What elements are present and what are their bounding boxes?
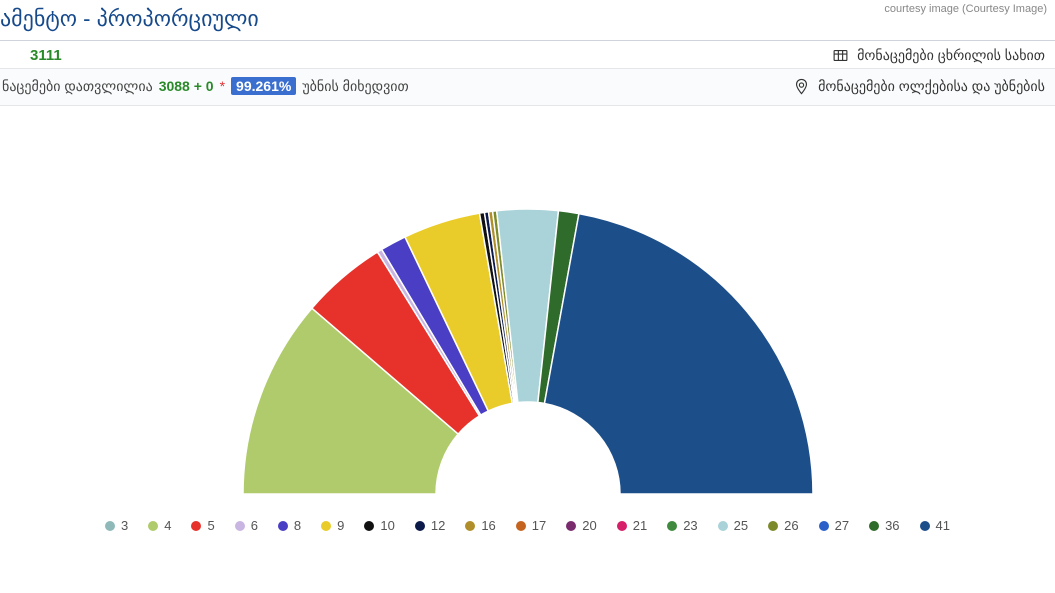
legend-label: 41 (936, 518, 950, 533)
legend-item-26[interactable]: 26 (768, 518, 798, 533)
legend-label: 20 (582, 518, 596, 533)
view-as-table-link[interactable]: მონაცემები ცხრილის სახით (832, 47, 1045, 64)
chart-legend: 3 4 5 6 8 9 10 12 16 17 20 21 23 25 26 27 36 41 (0, 504, 1055, 533)
legend-dot (148, 521, 158, 531)
legend-item-12[interactable]: 12 (415, 518, 445, 533)
legend-dot (364, 521, 374, 531)
legend-dot (920, 521, 930, 531)
counted-percent: 99.261% (231, 77, 296, 95)
legend-item-3[interactable]: 3 (105, 518, 128, 533)
legend-dot (465, 521, 475, 531)
total-count: 3111 (2, 47, 62, 64)
legend-label: 3 (121, 518, 128, 533)
legend-item-27[interactable]: 27 (819, 518, 849, 533)
legend-item-16[interactable]: 16 (465, 518, 495, 533)
legend-dot (235, 521, 245, 531)
table-icon (832, 47, 849, 64)
summary-row: 3111 მონაცემები ცხრილის სახით (0, 41, 1055, 68)
legend-item-8[interactable]: 8 (278, 518, 301, 533)
legend-dot (768, 521, 778, 531)
view-by-district-link[interactable]: მონაცემები ოლქებისა და უბნების (793, 78, 1045, 95)
legend-item-25[interactable]: 25 (718, 518, 748, 533)
legend-item-9[interactable]: 9 (321, 518, 344, 533)
legend-dot (321, 521, 331, 531)
legend-item-41[interactable]: 41 (920, 518, 950, 533)
legend-label: 9 (337, 518, 344, 533)
legend-label: 8 (294, 518, 301, 533)
legend-label: 16 (481, 518, 495, 533)
legend-dot (617, 521, 627, 531)
counted-value: 3088 + 0 (159, 78, 214, 94)
legend-dot (869, 521, 879, 531)
legend-dot (819, 521, 829, 531)
legend-label: 27 (835, 518, 849, 533)
legend-item-23[interactable]: 23 (667, 518, 697, 533)
legend-label: 12 (431, 518, 445, 533)
legend-dot (105, 521, 115, 531)
view-by-district-label: მონაცემები ოლქებისა და უბნების (818, 78, 1045, 95)
legend-item-10[interactable]: 10 (364, 518, 394, 533)
legend-label: 17 (532, 518, 546, 533)
legend-item-21[interactable]: 21 (617, 518, 647, 533)
view-as-table-label: მონაცემები ცხრილის სახით (857, 47, 1045, 64)
legend-dot (667, 521, 677, 531)
legend-item-4[interactable]: 4 (148, 518, 171, 533)
legend-item-5[interactable]: 5 (191, 518, 214, 533)
legend-label: 21 (633, 518, 647, 533)
legend-label: 5 (207, 518, 214, 533)
legend-item-36[interactable]: 36 (869, 518, 899, 533)
counted-star: * (220, 78, 225, 94)
counted-suffix: უბნის მიხედვით (302, 78, 408, 95)
semi-donut-chart (168, 124, 888, 504)
legend-label: 26 (784, 518, 798, 533)
legend-dot (415, 521, 425, 531)
slice-41[interactable] (544, 214, 813, 494)
legend-label: 25 (734, 518, 748, 533)
legend-item-20[interactable]: 20 (566, 518, 596, 533)
legend-item-17[interactable]: 17 (516, 518, 546, 533)
legend-label: 10 (380, 518, 394, 533)
legend-dot (278, 521, 288, 531)
status-row: ნაცემები დათვლილია 3088 + 0 * 99.261% უბ… (0, 68, 1055, 106)
image-credit: courtesy image (Courtesy Image) (884, 3, 1047, 15)
legend-label: 23 (683, 518, 697, 533)
chart-container (0, 106, 1055, 504)
legend-dot (566, 521, 576, 531)
legend-label: 36 (885, 518, 899, 533)
legend-dot (718, 521, 728, 531)
legend-dot (516, 521, 526, 531)
location-icon (793, 78, 810, 95)
counted-label: ნაცემები დათვლილია (2, 78, 153, 95)
legend-label: 4 (164, 518, 171, 533)
legend-dot (191, 521, 201, 531)
legend-item-6[interactable]: 6 (235, 518, 258, 533)
legend-label: 6 (251, 518, 258, 533)
